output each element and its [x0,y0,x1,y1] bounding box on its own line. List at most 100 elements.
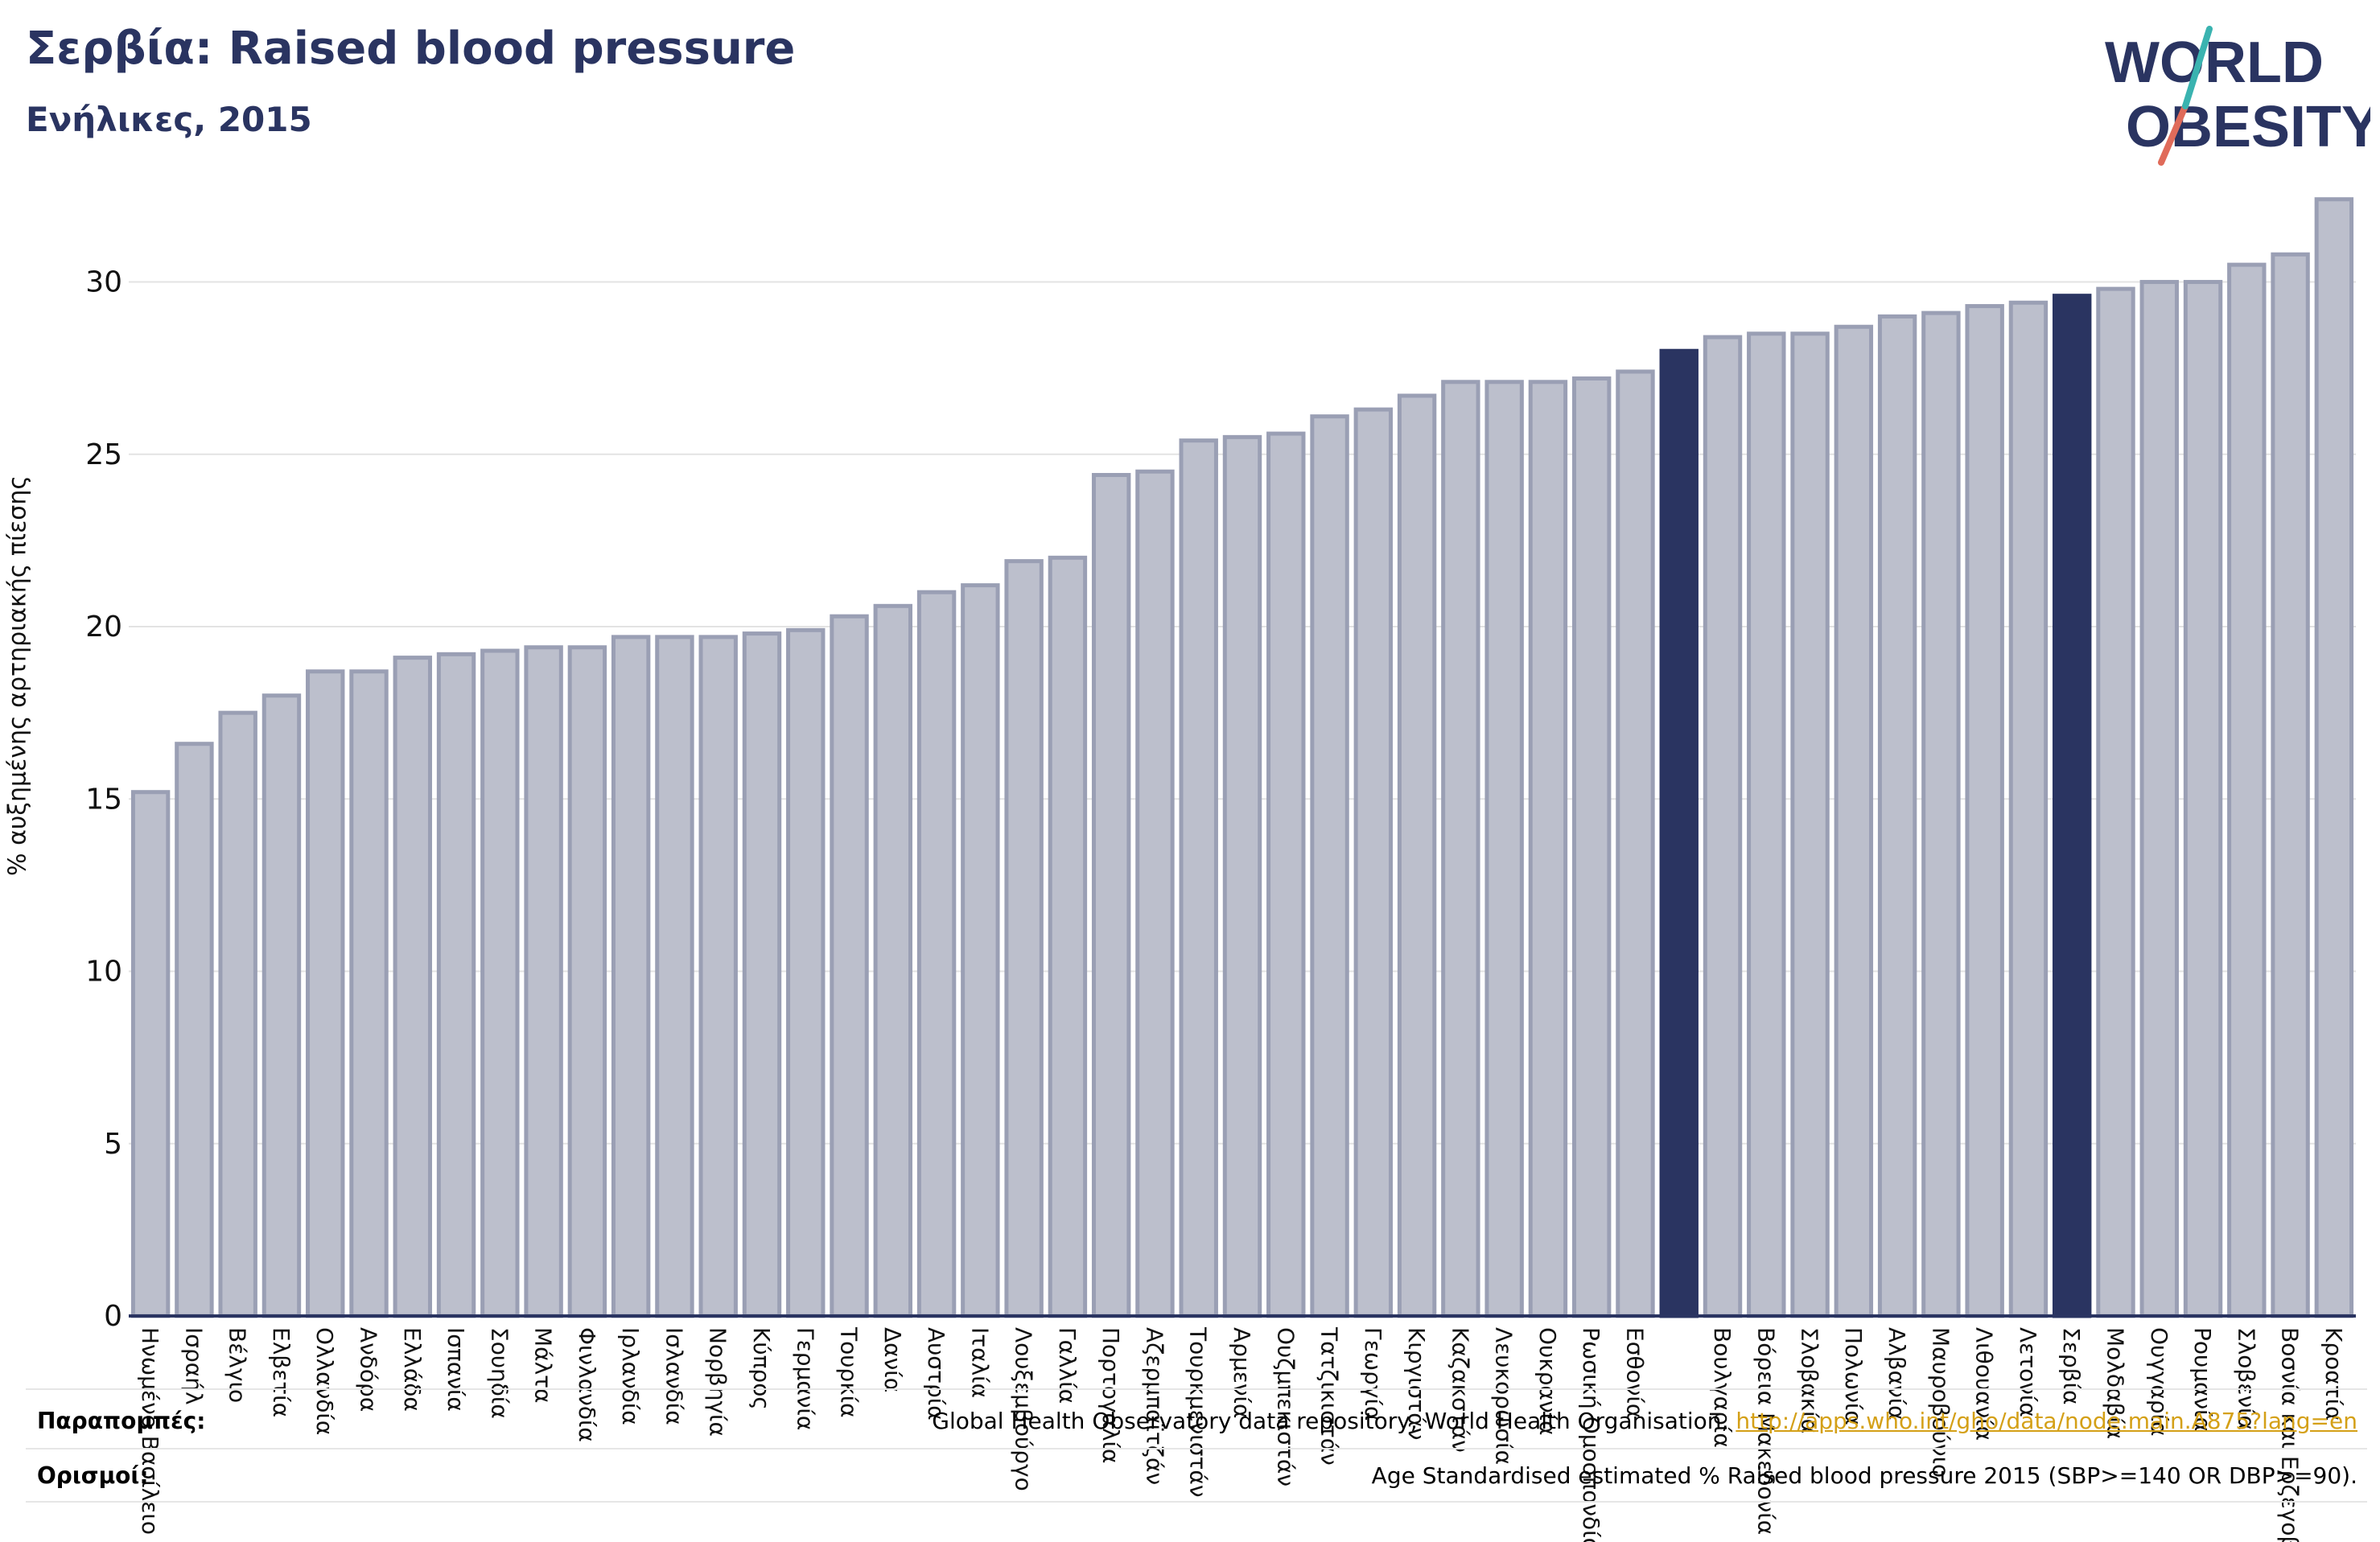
x-tick-label: Ιρλανδία [617,1327,644,1425]
bar-Ισπανία[interactable] [436,652,476,1318]
bar-Ουζμπεκιστάν[interactable] [1266,431,1306,1318]
definitions-text: Age Standardised estimated % Raised bloo… [1371,1462,2357,1489]
bar-Γαλλία[interactable] [1048,555,1088,1318]
bar-Κύπρος[interactable] [742,631,782,1318]
bar-Πολωνία[interactable] [1834,324,1874,1318]
references-label: Παραπομπές: [37,1408,206,1434]
x-tick-label: Μάλτα [530,1327,557,1404]
bar-Λουξεμβούργο[interactable] [1004,559,1044,1318]
bar-Ρωσική Ομοσπονδία[interactable] [1571,376,1612,1318]
bar-Ανδόρα[interactable] [349,669,389,1318]
bar-Ρουμανία[interactable] [2183,280,2223,1318]
bar-Μολδαβία[interactable] [2096,286,2135,1318]
bar-Ισραήλ[interactable] [175,742,214,1318]
bar-Καζακστάν[interactable] [1441,380,1480,1318]
x-tick-label: Ελβετία [268,1327,294,1417]
bar-Ιταλία[interactable] [961,583,1000,1318]
x-tick-label: Βοσνία και Ερζεγοβίνη [2277,1327,2304,1542]
x-tick-label: Ουκρανία [1534,1327,1561,1436]
x-tick-label: Κύπρος [748,1327,775,1410]
bar-Ελλάδα[interactable] [393,656,432,1318]
bar-Κροατία[interactable] [2314,197,2354,1318]
bar-Αυστρία[interactable] [916,590,957,1318]
bar-Σερβία[interactable] [2053,294,2092,1318]
x-tick-label: Γαλλία [1054,1327,1081,1404]
x-tick-label: Βέλγιο [224,1327,251,1403]
bar-Βοσνία και Ερζεγοβίνη[interactable] [2271,252,2310,1318]
x-tick-label: Σερβία [2058,1327,2085,1404]
bar-Ηνωμένο Βασίλειο[interactable] [130,790,171,1318]
bar-Πορτογαλία[interactable] [1091,472,1131,1318]
bar-Δανία[interactable] [873,603,913,1318]
references-source: Global Health Observatory data repositor… [932,1408,1736,1434]
bar-Κιργιστάν[interactable] [1397,393,1437,1318]
world-obesity-logo: WORLD OBESITY [2105,26,2370,166]
x-tick-label: Κροατία [2320,1327,2347,1421]
x-tick-label: Βουλγαρία [1709,1327,1736,1448]
x-tick-label: Τουρκμενιστάν [1185,1326,1212,1497]
x-tick-label: Εσθονία [1621,1327,1648,1418]
bar-Βόρεια Μακεδονία[interactable] [1747,331,1786,1318]
y-tick-label: 30 [85,266,122,299]
bar-Ιρλανδία[interactable] [611,635,651,1318]
x-tick-label: Λευκορωσία [1491,1327,1517,1465]
x-tick-label: Ουγγαρία [2146,1327,2172,1437]
x-tick-label: Σλοβενία [2233,1327,2259,1430]
x-tick-label: Μολδαβία [2102,1327,2128,1439]
bar-Ουκρανία[interactable] [1528,380,1568,1318]
y-tick-label: 0 [104,1300,122,1333]
x-tick-label: Λιθουανία [1971,1327,1998,1441]
bar-Ολλανδία[interactable] [306,669,345,1318]
x-tick-label: Ιταλία [966,1327,993,1398]
x-tick-label: Λετονία [2015,1327,2041,1417]
bar-Γερμανία[interactable] [786,627,826,1318]
x-tick-label: Ουζμπεκιστάν [1272,1327,1299,1486]
definitions-label: Ορισμοί: [37,1462,149,1489]
x-tick-label: Νορβηγία [705,1327,731,1437]
references-link[interactable]: http://apps.who.int/gho/data/node.main.A… [1736,1408,2357,1434]
bar-Εσθονία[interactable] [1616,369,1655,1318]
x-tick-label: Ολλανδία [311,1327,338,1435]
bar-Ελβετία[interactable] [261,693,302,1318]
bar-Μάλτα[interactable] [524,645,563,1318]
x-tick-label: Σουηδία [486,1327,513,1419]
x-tick-label: Αζερμπαϊτζάν [1141,1327,1167,1485]
bar-Ισλανδία[interactable] [655,635,694,1318]
x-tick-label: Αυστρία [923,1327,949,1421]
bar-Τουρκμενιστάν[interactable] [1179,438,1218,1318]
x-tick-label: Γερμανία [792,1327,818,1430]
bar-Λετονία[interactable] [2008,300,2049,1318]
x-tick-label: Μαυροβούνιο [1927,1327,1954,1478]
bar-Λιθουανία[interactable] [1965,304,2004,1318]
bar-Λευκορωσία[interactable] [1484,380,1524,1318]
bar-Ουγγαρία[interactable] [2139,280,2179,1318]
bar-Φινλανδία[interactable] [567,645,607,1318]
x-tick-label: Ανδόρα [356,1327,382,1412]
bar-Βέλγιο[interactable] [218,710,257,1318]
bar-Αρμενία[interactable] [1222,434,1262,1318]
x-tick-label: Πολωνία [1840,1327,1867,1425]
bar-Νορβηγία[interactable] [698,635,738,1318]
logo-world-text: WORLD [2105,31,2324,95]
bar-Σουηδία[interactable] [480,648,520,1318]
bar-Τατζικιστάν[interactable] [1310,414,1349,1318]
x-tick-label: Τατζικιστάν [1316,1326,1343,1466]
x-tick-label: Ισπανία [443,1327,469,1412]
y-tick-label: 25 [85,438,122,471]
bar-Τουρκία[interactable] [830,614,869,1318]
footer-divider-bottom [26,1501,2367,1503]
bar-Γεωργία[interactable] [1353,407,1394,1318]
x-tick-label: Ηνωμένο Βασίλειο [137,1327,163,1535]
bar-Βουλγαρία[interactable] [1703,335,1743,1318]
x-tick-label: Ισραήλ [180,1327,207,1405]
x-tick-label: Λουξεμβούργο [1011,1327,1037,1491]
bar-Μαυροβούνιο[interactable] [1921,310,1961,1318]
bar-Αζερμπαϊτζάν[interactable] [1135,469,1175,1318]
x-tick-label: Δανία [879,1327,906,1392]
bar-Αλβανία[interactable] [1877,314,1917,1318]
x-tick-label: Ρουμανία [2189,1327,2216,1432]
bar-unlabeled[interactable] [1659,348,1699,1318]
bar-Σλοβενία[interactable] [2227,262,2267,1318]
bar-Σλοβακία[interactable] [1790,331,1830,1318]
